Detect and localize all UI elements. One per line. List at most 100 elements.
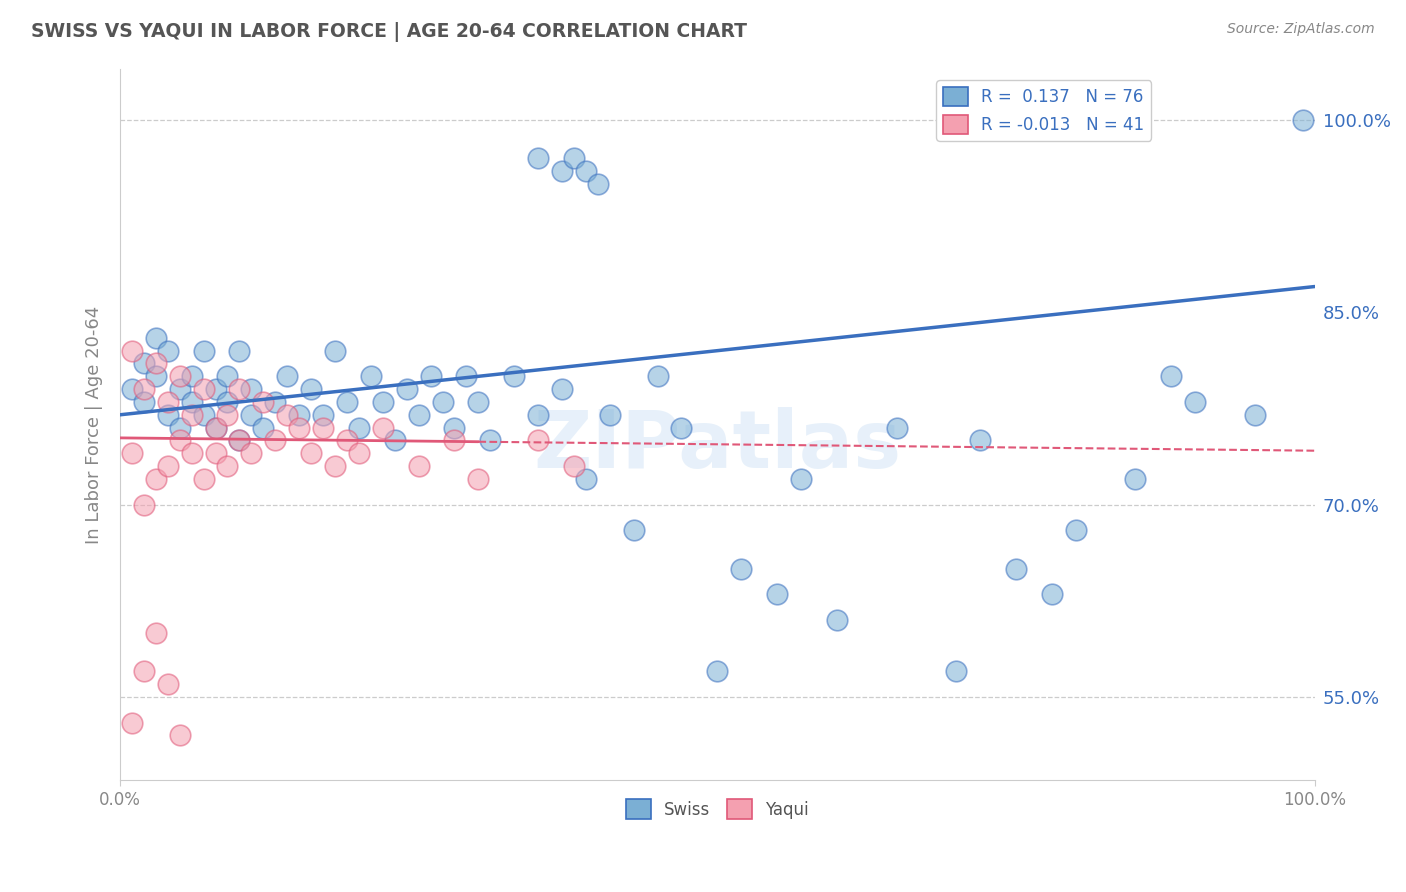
Point	[1125, 472, 1147, 486]
Point	[299, 446, 322, 460]
Point	[145, 369, 167, 384]
Point	[180, 369, 202, 384]
Point	[479, 434, 502, 448]
Point	[121, 382, 143, 396]
Point	[551, 164, 574, 178]
Point	[217, 459, 239, 474]
Point	[312, 420, 335, 434]
Point	[217, 395, 239, 409]
Point	[228, 343, 250, 358]
Text: Source: ZipAtlas.com: Source: ZipAtlas.com	[1227, 22, 1375, 37]
Point	[969, 434, 991, 448]
Point	[599, 408, 621, 422]
Point	[145, 625, 167, 640]
Point	[1040, 587, 1063, 601]
Point	[371, 395, 394, 409]
Point	[384, 434, 406, 448]
Point	[169, 434, 191, 448]
Point	[264, 395, 287, 409]
Point	[419, 369, 441, 384]
Point	[217, 408, 239, 422]
Point	[169, 369, 191, 384]
Point	[503, 369, 526, 384]
Point	[371, 420, 394, 434]
Point	[156, 395, 179, 409]
Point	[240, 382, 263, 396]
Point	[145, 331, 167, 345]
Point	[551, 382, 574, 396]
Point	[467, 472, 489, 486]
Point	[132, 357, 155, 371]
Point	[347, 446, 370, 460]
Point	[347, 420, 370, 434]
Point	[288, 420, 311, 434]
Point	[395, 382, 418, 396]
Legend: Swiss, Yaqui: Swiss, Yaqui	[619, 793, 815, 825]
Point	[132, 395, 155, 409]
Point	[886, 420, 908, 434]
Point	[527, 434, 550, 448]
Point	[121, 343, 143, 358]
Point	[1292, 112, 1315, 127]
Point	[825, 613, 848, 627]
Point	[575, 164, 598, 178]
Point	[790, 472, 813, 486]
Point	[443, 420, 465, 434]
Point	[562, 459, 585, 474]
Point	[228, 434, 250, 448]
Point	[193, 343, 215, 358]
Point	[408, 408, 430, 422]
Point	[204, 420, 226, 434]
Point	[169, 420, 191, 434]
Point	[647, 369, 669, 384]
Point	[527, 408, 550, 422]
Point	[288, 408, 311, 422]
Point	[945, 665, 967, 679]
Point	[145, 472, 167, 486]
Point	[299, 382, 322, 396]
Point	[276, 369, 298, 384]
Point	[180, 408, 202, 422]
Point	[193, 472, 215, 486]
Point	[156, 343, 179, 358]
Point	[706, 665, 728, 679]
Point	[132, 382, 155, 396]
Point	[156, 677, 179, 691]
Point	[432, 395, 454, 409]
Point	[336, 434, 359, 448]
Point	[132, 665, 155, 679]
Point	[1160, 369, 1182, 384]
Point	[623, 523, 645, 537]
Point	[467, 395, 489, 409]
Point	[527, 151, 550, 165]
Point	[228, 434, 250, 448]
Point	[193, 408, 215, 422]
Point	[408, 459, 430, 474]
Text: ZIPatlas: ZIPatlas	[533, 407, 901, 484]
Point	[156, 459, 179, 474]
Point	[240, 446, 263, 460]
Point	[180, 446, 202, 460]
Point	[121, 715, 143, 730]
Point	[323, 459, 346, 474]
Point	[766, 587, 789, 601]
Point	[1005, 562, 1028, 576]
Point	[180, 395, 202, 409]
Point	[121, 446, 143, 460]
Point	[730, 562, 752, 576]
Point	[204, 382, 226, 396]
Point	[1244, 408, 1267, 422]
Point	[169, 728, 191, 742]
Point	[252, 420, 274, 434]
Point	[456, 369, 478, 384]
Point	[204, 446, 226, 460]
Point	[252, 395, 274, 409]
Point	[443, 434, 465, 448]
Point	[193, 382, 215, 396]
Point	[169, 382, 191, 396]
Point	[360, 369, 382, 384]
Point	[575, 472, 598, 486]
Point	[264, 434, 287, 448]
Point	[204, 420, 226, 434]
Point	[1184, 395, 1206, 409]
